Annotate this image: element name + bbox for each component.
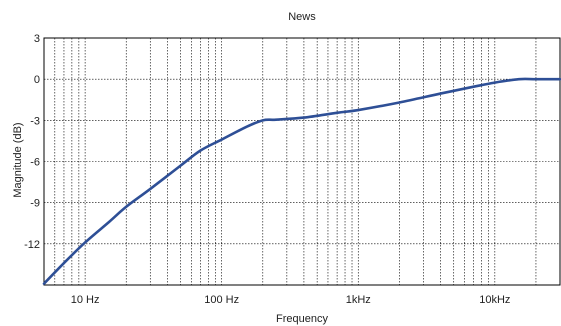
x-tick-label: 10kHz [479, 294, 510, 306]
x-tick-labels: 10 Hz 100 Hz 1kHz 10kHz [71, 294, 511, 306]
minor-gridlines [54, 38, 537, 285]
y-tick-label: -3 [30, 115, 40, 127]
y-tick-labels: 3 0 -3 -6 -9 -12 [24, 33, 40, 251]
y-tick-label: 3 [34, 33, 40, 45]
major-gridlines [44, 78, 560, 245]
y-tick-label: 0 [34, 74, 40, 86]
y-tick-label: -12 [24, 239, 40, 251]
y-tick-label: -6 [30, 157, 40, 169]
x-tick-label: 100 Hz [204, 294, 239, 306]
plot-area-frame [43, 37, 561, 286]
x-axis-title: Frequency [276, 313, 328, 325]
chart-title: News [288, 11, 316, 23]
x-tick-label: 10 Hz [71, 294, 100, 306]
series-line [42, 77, 561, 285]
y-tick-label: -9 [30, 198, 40, 210]
series-layer [42, 77, 561, 285]
y-axis-title: Magnitude (dB) [12, 122, 24, 197]
x-tick-label: 1kHz [346, 294, 371, 306]
